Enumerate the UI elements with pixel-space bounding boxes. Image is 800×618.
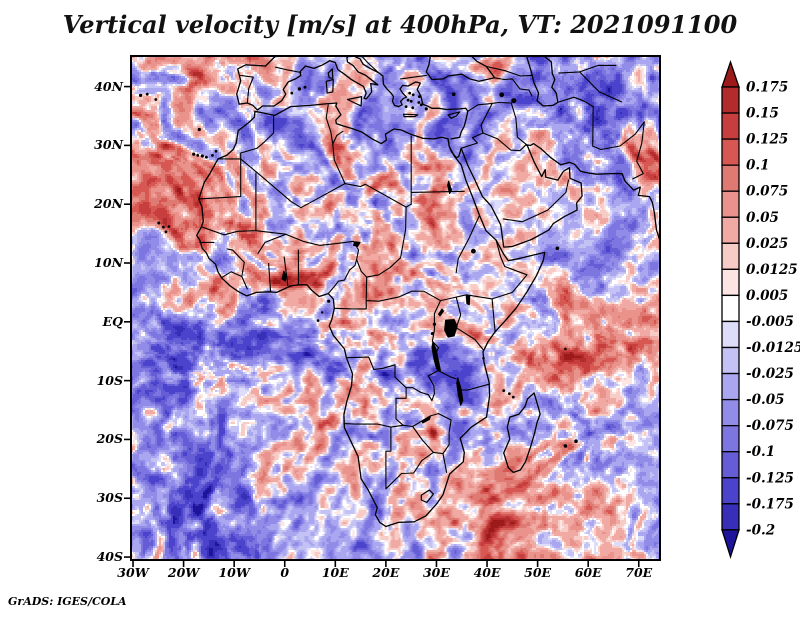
x-tick-label: 10W	[218, 565, 250, 580]
colorbar-tick-label: -0.005	[746, 314, 794, 330]
y-tick-label: 10S	[96, 372, 123, 388]
x-tick-label: 50E	[524, 565, 552, 580]
colorbar-tick-label: 0.025	[746, 236, 788, 252]
x-tick-label: 20E	[372, 565, 400, 580]
grads-attribution: GrADS: IGES/COLA	[8, 595, 127, 608]
colorbar-tick-label: 0.15	[746, 106, 779, 122]
y-tick-label: 10N	[94, 255, 123, 270]
y-tick-label: 30S	[96, 490, 123, 506]
colorbar-tick-label: -0.025	[746, 366, 794, 382]
y-tick-label: 40N	[94, 78, 123, 94]
y-tick-label: EQ	[102, 313, 123, 329]
x-tick-label: 60E	[574, 565, 602, 580]
colorbar-tick-label: 0.005	[746, 288, 788, 304]
x-tick-label: 0	[280, 565, 290, 580]
y-tick-label: 20S	[96, 431, 123, 447]
y-tick-label: 40S	[96, 549, 123, 565]
colorbar-tick-label: -0.175	[746, 496, 794, 512]
colorbar-tick-label: -0.05	[746, 392, 784, 408]
x-tick-label: 70E	[625, 565, 653, 580]
colorbar-tick-label: 0.0125	[746, 262, 798, 278]
x-tick-label: 30W	[117, 565, 149, 580]
y-tick-label: 20N	[94, 196, 123, 212]
colorbar-tick-label: -0.0125	[746, 340, 800, 356]
map-frame	[131, 56, 660, 560]
x-tick-label: 20W	[167, 565, 200, 580]
x-tick-label: 30E	[422, 565, 450, 580]
colorbar-tick-label: 0.1	[746, 158, 770, 174]
colorbar-tick-label: 0.075	[746, 184, 788, 200]
geography-overlay	[139, 56, 660, 528]
x-tick-label: 10E	[321, 565, 349, 580]
colorbar-tick-label: 0.175	[746, 80, 788, 96]
colorbar-tick-label: -0.2	[746, 522, 775, 538]
colorbar-tick-label: 0.05	[746, 210, 779, 226]
colorbar-tick-label: 0.125	[746, 132, 788, 148]
y-tick-label: 30N	[94, 137, 123, 153]
plot-title: Vertical velocity [m/s] at 400hPa, VT: 2…	[62, 10, 738, 39]
colorbar-tick-label: -0.1	[746, 444, 775, 460]
x-tick-label: 40E	[473, 565, 501, 580]
colorbar-tick-label: -0.125	[746, 470, 794, 486]
colorbar: 0.175 0.15 0.125 0.1 0.075 0.05 0.025 0.0125 0.0…	[721, 59, 800, 560]
colorbar-tick-label: -0.075	[746, 418, 794, 434]
